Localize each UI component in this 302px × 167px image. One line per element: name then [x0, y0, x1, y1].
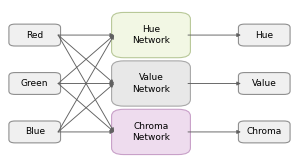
Text: Hue
Network: Hue Network [132, 25, 170, 45]
Text: Chroma: Chroma [247, 127, 282, 136]
FancyBboxPatch shape [239, 121, 290, 143]
Text: Green: Green [21, 79, 49, 88]
Text: Red: Red [26, 31, 43, 40]
Text: Hue: Hue [255, 31, 273, 40]
FancyBboxPatch shape [112, 61, 191, 106]
Text: Value: Value [252, 79, 277, 88]
FancyBboxPatch shape [9, 24, 60, 46]
FancyBboxPatch shape [9, 121, 60, 143]
Text: Blue: Blue [25, 127, 45, 136]
FancyBboxPatch shape [9, 72, 60, 95]
FancyBboxPatch shape [239, 24, 290, 46]
FancyBboxPatch shape [112, 12, 191, 58]
Text: Chroma
Network: Chroma Network [132, 122, 170, 142]
FancyBboxPatch shape [239, 72, 290, 95]
Text: Value
Network: Value Network [132, 73, 170, 94]
FancyBboxPatch shape [112, 109, 191, 155]
